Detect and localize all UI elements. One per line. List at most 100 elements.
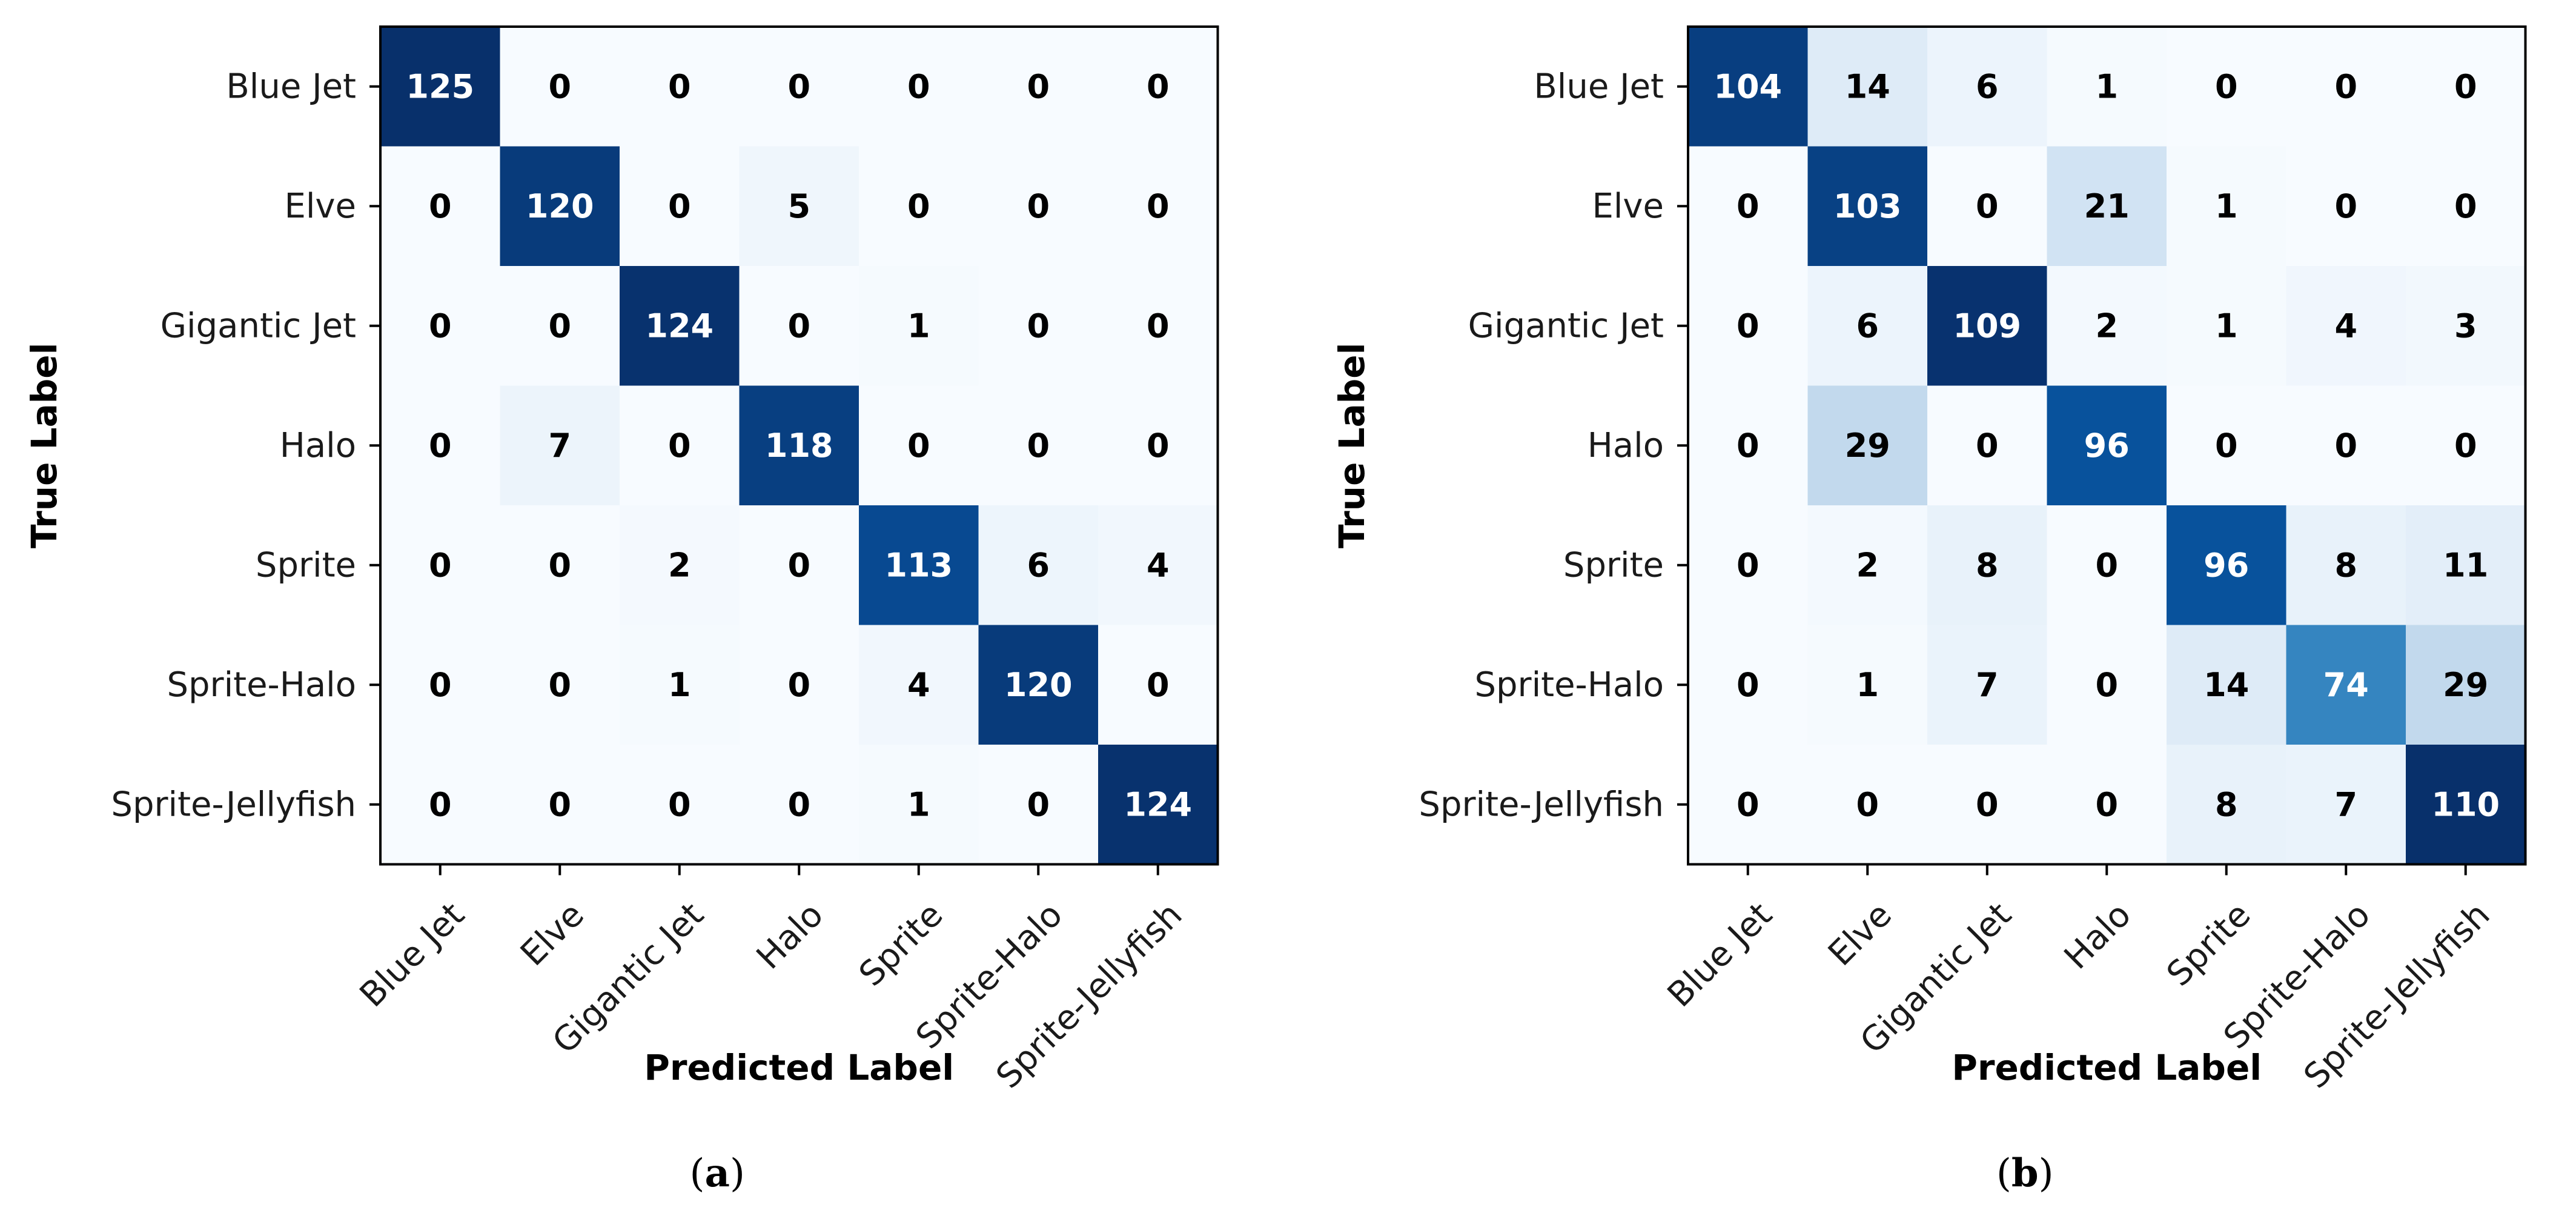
cell-value: 29 [2443, 666, 2488, 704]
heatmap-cell [978, 266, 1099, 387]
heatmap-cell [2047, 146, 2167, 267]
cell-value: 124 [645, 307, 714, 345]
heatmap-cell [859, 745, 979, 865]
cell-value: 109 [1953, 307, 2021, 345]
caption-letter: a [705, 1151, 730, 1196]
heatmap-cell [2047, 266, 2167, 387]
cell-value: 0 [1027, 427, 1050, 465]
heatmap-cell [1688, 505, 1809, 626]
cell-value: 0 [2095, 666, 2118, 704]
cell-value: 7 [2334, 785, 2357, 823]
heatmap-cell [2286, 505, 2406, 626]
x-tick-label-halo: Halo [749, 895, 831, 977]
heatmap-cell [1098, 625, 1219, 745]
y-tick-label-sprite: Sprite [256, 545, 356, 585]
heatmap-cell [739, 385, 859, 506]
heatmap-cell [1927, 385, 2048, 506]
heatmap-cell [978, 146, 1099, 267]
heatmap-cell [2047, 505, 2167, 626]
heatmap-cell [620, 266, 740, 387]
heatmap-cell [1807, 385, 1928, 506]
y-tick-label-blue-jet: Blue Jet [1534, 67, 1664, 106]
cell-value: 118 [765, 427, 833, 465]
cell-value: 0 [2215, 67, 2238, 105]
x-tick-label-blue-jet: Blue Jet [353, 895, 472, 1015]
heatmap-cell [978, 505, 1099, 626]
heatmap-cell [2286, 146, 2406, 267]
cell-value: 0 [429, 307, 452, 345]
heatmap-cell [2406, 745, 2526, 865]
heatmap-cell [1688, 625, 1809, 745]
heatmap-cell [500, 27, 620, 147]
y-tick-label-sprite-halo: Sprite-Halo [167, 665, 356, 705]
heatmap-cell [978, 385, 1099, 506]
cell-value: 0 [429, 785, 452, 823]
heatmap-cell [2047, 385, 2167, 506]
cell-value: 8 [2334, 546, 2357, 584]
cell-value: 0 [787, 67, 810, 105]
heatmap-cell [859, 27, 979, 147]
cell-value: 0 [1147, 666, 1170, 704]
heatmap-cell [739, 266, 859, 387]
heatmap-cell [739, 505, 859, 626]
y-axis-title: True Label [24, 343, 65, 548]
cell-value: 4 [2334, 307, 2357, 345]
heatmap-cell [620, 27, 740, 147]
cell-value: 2 [2095, 307, 2118, 345]
cell-value: 0 [2454, 427, 2477, 465]
cell-value: 0 [2095, 785, 2118, 823]
heatmap-cell [1688, 385, 1809, 506]
heatmap-cell [2406, 505, 2526, 626]
heatmap-cell [380, 27, 501, 147]
cell-value: 0 [2454, 187, 2477, 225]
y-tick-label-sprite-halo: Sprite-Halo [1474, 665, 1664, 705]
cell-value: 0 [1147, 67, 1170, 105]
cell-value: 0 [907, 187, 930, 225]
cell-value: 1 [1856, 666, 1879, 704]
cell-value: 0 [1976, 427, 1999, 465]
cell-value: 0 [1027, 785, 1050, 823]
heatmap-cell [859, 625, 979, 745]
heatmap-cell [620, 625, 740, 745]
x-tick-label-blue-jet: Blue Jet [1660, 895, 1780, 1015]
heatmap-cell [739, 146, 859, 267]
heatmap-cell [1098, 745, 1219, 865]
heatmap-cell [2406, 27, 2526, 147]
heatmap-cell [2167, 505, 2287, 626]
cell-value: 113 [884, 546, 953, 584]
heatmap-cell [1688, 27, 1809, 147]
cell-value: 0 [1147, 187, 1170, 225]
cell-value: 104 [1713, 67, 1782, 105]
cell-value: 1 [907, 307, 930, 345]
heatmap-cell [1927, 625, 2048, 745]
cell-value: 96 [2204, 546, 2249, 584]
x-tick-label-elve: Elve [513, 895, 592, 974]
heatmap-cell [1098, 27, 1219, 147]
heatmap-cell [1098, 385, 1219, 506]
heatmap-cell [620, 385, 740, 506]
cell-value: 5 [787, 187, 810, 225]
x-axis-title: Predicted Label [1952, 1047, 2262, 1088]
cell-value: 0 [907, 427, 930, 465]
heatmap-cell [1098, 146, 1219, 267]
caption-letter: b [2011, 1151, 2039, 1196]
heatmap-cell [1807, 27, 1928, 147]
heatmap-cell [2406, 385, 2526, 506]
heatmap-cell [2167, 625, 2287, 745]
y-tick-label-gigantic-jet: Gigantic Jet [1468, 306, 1664, 345]
cell-value: 0 [668, 67, 691, 105]
heatmap-cell [1098, 266, 1219, 387]
heatmap-cell [1927, 27, 2048, 147]
heatmap-cell [859, 385, 979, 506]
heatmap-cell [2047, 27, 2167, 147]
cell-value: 8 [1976, 546, 1999, 584]
heatmap-cell [1688, 266, 1809, 387]
y-tick-label-gigantic-jet: Gigantic Jet [161, 306, 356, 345]
cell-value: 2 [668, 546, 691, 584]
cell-value: 0 [2215, 427, 2238, 465]
y-tick-label-halo: Halo [1588, 426, 1664, 465]
cell-value: 0 [1027, 307, 1050, 345]
heatmap-cell [739, 625, 859, 745]
cell-value: 0 [429, 187, 452, 225]
